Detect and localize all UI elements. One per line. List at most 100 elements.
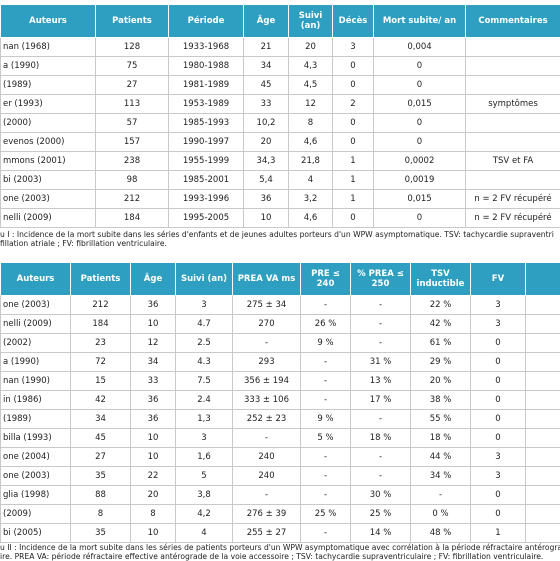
cell: - (301, 486, 351, 505)
cell: - (301, 372, 351, 391)
cell: - (233, 486, 301, 505)
cell: 0 (374, 114, 466, 133)
cell: 34 % (411, 467, 471, 486)
header-cell: FV (471, 263, 526, 296)
cell: 3 (471, 296, 526, 315)
cell: one (2003) (1, 190, 96, 209)
cell: billa (1993) (1, 429, 71, 448)
cell: nelli (2009) (1, 209, 96, 228)
caption-2: u II : Incidence de la mort subite dans … (0, 543, 560, 561)
cell: (1989) (1, 410, 71, 429)
cell: 42 % (411, 315, 471, 334)
cell: 0 % (411, 505, 471, 524)
cell: (1989) (1, 76, 96, 95)
header-cell: TSV inductible (411, 263, 471, 296)
cell: 57 (96, 114, 169, 133)
header-cell: Auteurs (1, 263, 71, 296)
cell: 0 (374, 76, 466, 95)
cell: 4.7 (176, 315, 233, 334)
cell: 8 (71, 505, 131, 524)
cell: - (351, 410, 411, 429)
cell (466, 76, 560, 95)
cell: 0 (333, 57, 374, 76)
cell: 1993-1996 (169, 190, 244, 209)
cell: 17 % (351, 391, 411, 410)
cell: 3 (471, 315, 526, 334)
cell: 25 % (301, 505, 351, 524)
cell: 35 (71, 524, 131, 543)
cell: 29 % (411, 353, 471, 372)
caption-1: u I : Incidence de la mort subite dans l… (0, 230, 560, 248)
cell: 252 ± 23 (233, 410, 301, 429)
cell: 36 (131, 391, 176, 410)
cell: 0 (374, 57, 466, 76)
cell: 13 % (351, 372, 411, 391)
header-cell: Période (169, 5, 244, 38)
cell: 255 ± 27 (233, 524, 301, 543)
cell: 1981-1989 (169, 76, 244, 95)
cell: 2 (333, 95, 374, 114)
cell: 1990-1997 (169, 133, 244, 152)
cell: 8 (289, 114, 333, 133)
cell: one (2003) (1, 296, 71, 315)
header-cell: Âge (131, 263, 176, 296)
cell: 55 % (411, 410, 471, 429)
cell: 1,6 (176, 448, 233, 467)
cell: 3 (333, 38, 374, 57)
cell: 10,2 (244, 114, 289, 133)
cell: 0,015 (374, 190, 466, 209)
cell: 21,8 (289, 152, 333, 171)
cell: a (1990) (1, 57, 96, 76)
cell: - (351, 315, 411, 334)
cell: 23 (71, 334, 131, 353)
cell: a (1990) (1, 353, 71, 372)
cell: 18 % (351, 429, 411, 448)
cell (526, 505, 560, 524)
cell: 4 (176, 524, 233, 543)
cell: (2000) (1, 114, 96, 133)
cell: 2.5 (176, 334, 233, 353)
cell: 45 (71, 429, 131, 448)
cell: 3,8 (176, 486, 233, 505)
cell: 72 (71, 353, 131, 372)
cell: - (351, 448, 411, 467)
cell: 22 % (411, 296, 471, 315)
cell: 3 (471, 467, 526, 486)
cell: 3 (176, 429, 233, 448)
cell: 1955-1999 (169, 152, 244, 171)
cell (526, 448, 560, 467)
cell: - (351, 467, 411, 486)
cell (466, 171, 560, 190)
cell: 48 % (411, 524, 471, 543)
cell: 36 (131, 410, 176, 429)
cell: 1 (333, 152, 374, 171)
cell: 12 (131, 334, 176, 353)
header-cell: Patients (71, 263, 131, 296)
cell: 26 % (301, 315, 351, 334)
cell: 184 (71, 315, 131, 334)
header-cell: PRE ≤ 240 (301, 263, 351, 296)
cell: 75 (96, 57, 169, 76)
cell: 240 (233, 467, 301, 486)
cell (466, 57, 560, 76)
cell: 4,5 (289, 76, 333, 95)
cell: 4.3 (176, 353, 233, 372)
cell: 7.5 (176, 372, 233, 391)
cell: 0 (471, 505, 526, 524)
cell (466, 133, 560, 152)
header-cell: Commentaires (466, 5, 560, 38)
cell: - (301, 296, 351, 315)
cell: 212 (96, 190, 169, 209)
